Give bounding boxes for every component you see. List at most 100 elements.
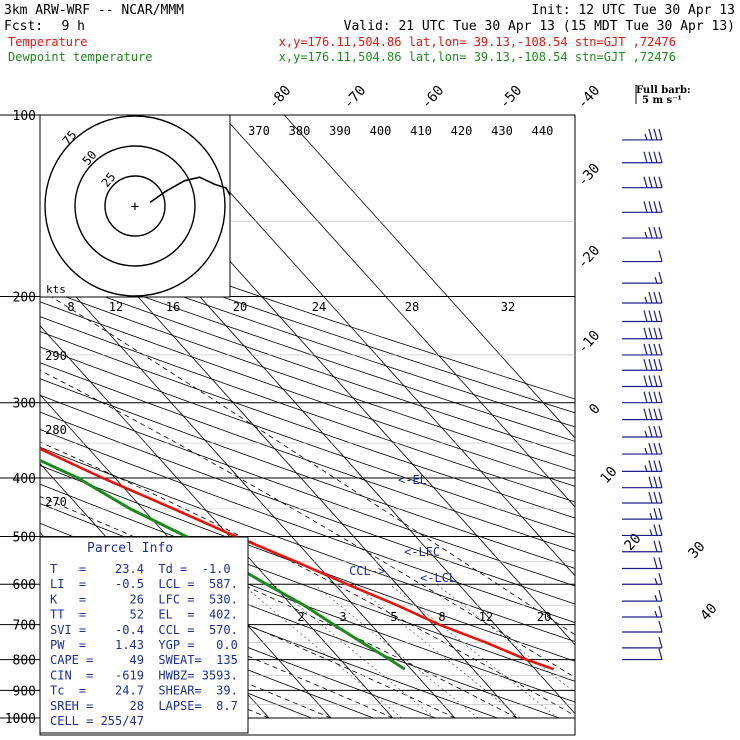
parcel-info-row: T = 23.4 Td = -1.0 bbox=[50, 562, 231, 576]
upper-temp-label: 20 bbox=[233, 300, 247, 314]
isotherm-label: -50 bbox=[497, 83, 526, 113]
wind-barb bbox=[622, 605, 663, 618]
theta-e-label: 400 bbox=[370, 124, 392, 138]
parcel-info-row: CAPE = 49 SWEAT= 135 bbox=[50, 653, 238, 667]
mixing-ratio-labels: 2 3 5 8 12 20 bbox=[297, 610, 551, 624]
wind-barb bbox=[622, 620, 663, 633]
upper-temp-label: 28 bbox=[405, 300, 419, 314]
forecast-label: Fcst: bbox=[4, 19, 43, 34]
model-title: 3km ARW-WRF -- NCAR/MMM bbox=[4, 3, 184, 18]
upper-temp-label: 12 bbox=[109, 300, 123, 314]
isotherm-label: -70 bbox=[341, 83, 370, 113]
hodograph-ring-50 bbox=[74, 145, 196, 267]
hodograph-ring-75 bbox=[44, 115, 226, 297]
wind-barb bbox=[622, 291, 663, 304]
upper-temp-label: 8 bbox=[67, 300, 74, 314]
pressure-tick-label: 300 bbox=[13, 397, 36, 412]
theta-e-label: 390 bbox=[329, 124, 351, 138]
hodograph-trace bbox=[149, 176, 231, 204]
theta-side-label: 280 bbox=[45, 423, 67, 437]
theta-e-label: 380 bbox=[289, 124, 311, 138]
pressure-tick-label: 100 bbox=[13, 109, 36, 124]
theta-e-labels: 370 380 390 400 410 420 430 440 bbox=[248, 124, 553, 138]
isotherm-label: 40 bbox=[697, 601, 720, 624]
parcel-info-row: CIN = -619 HWBZ= 3593. bbox=[50, 668, 238, 682]
hodograph-ring-25 bbox=[104, 175, 166, 237]
isotherm-label: -60 bbox=[419, 83, 448, 113]
pressure-tick-label: 200 bbox=[13, 291, 36, 306]
mixing-ratio-label: 12 bbox=[479, 610, 493, 624]
pressure-tick-label: 500 bbox=[13, 530, 36, 545]
isotherm-line bbox=[284, 115, 575, 439]
pressure-tick-label: 900 bbox=[13, 684, 36, 699]
parcel-info-title: Parcel Info bbox=[87, 541, 173, 556]
barb-legend-line1: Full barb: bbox=[636, 85, 691, 96]
parcel-info-row: TT = 52 EL = 402. bbox=[50, 608, 238, 622]
wind-barb bbox=[622, 648, 663, 661]
isotherm-label: 0 bbox=[586, 401, 604, 418]
wind-barb bbox=[622, 408, 663, 421]
wind-barb bbox=[622, 524, 663, 537]
kts-label: kts bbox=[46, 283, 66, 296]
wind-barb bbox=[622, 476, 663, 489]
isotherm-line bbox=[40, 256, 456, 719]
wind-barb bbox=[622, 508, 663, 520]
isotherm-label: 20 bbox=[621, 531, 644, 554]
pressure-axis: 100 200 300 400 500 600 700 800 900 1000 bbox=[5, 109, 36, 727]
pressure-tick-label: 700 bbox=[13, 619, 36, 634]
temperature-legend: Temperature bbox=[8, 35, 87, 49]
theta-side-label: 290 bbox=[45, 349, 67, 363]
parcel-info-row: PW = 1.43 YGP = 0.0 bbox=[50, 638, 238, 652]
parcel-info-row: K = 26 LFC = 530. bbox=[50, 592, 238, 606]
wind-barb bbox=[622, 573, 663, 585]
level-markers: <-EL <-LFC CCL-> <-LCL bbox=[349, 473, 456, 585]
wind-barb bbox=[622, 636, 663, 649]
wind-barb bbox=[622, 343, 663, 356]
dewpoint-station-info: x,y=176.11,504.86 lat,lon= 39.13,-108.54… bbox=[279, 50, 676, 64]
dewpoint-legend: Dewpoint temperature bbox=[8, 50, 153, 64]
wind-barb bbox=[622, 128, 663, 141]
ccl-marker: CCL-> bbox=[349, 564, 385, 578]
theta-e-label: 440 bbox=[532, 124, 554, 138]
isotherm-labels: -80 -70 -60 -50 -40 -30 -20 -10 0 10 20 30 40 bbox=[266, 83, 721, 624]
parcel-info-row: SVI = -0.4 CCL = 570. bbox=[50, 623, 238, 637]
mixing-ratio-label: 3 bbox=[339, 610, 346, 624]
isotherm-line bbox=[222, 115, 575, 508]
isotherm-label: -80 bbox=[266, 83, 295, 113]
wind-barb bbox=[622, 271, 663, 284]
wind-barb bbox=[622, 327, 663, 340]
moist-adiabat-line bbox=[40, 597, 332, 719]
wind-barb bbox=[622, 310, 663, 323]
header: 3km ARW-WRF -- NCAR/MMM Init: 12 UTC Tue… bbox=[4, 3, 735, 64]
theta-e-label: 430 bbox=[491, 124, 513, 138]
wind-barbs bbox=[622, 128, 663, 661]
mixing-ratio-label: 20 bbox=[537, 610, 551, 624]
barb-legend: Full barb: 5 m s⁻¹ bbox=[635, 85, 691, 106]
isotherm-label: 10 bbox=[597, 464, 620, 487]
temperature-profile bbox=[40, 447, 555, 671]
mixing-ratio-line bbox=[436, 583, 575, 693]
pressure-tick-label: 400 bbox=[13, 472, 36, 487]
wind-barb bbox=[622, 460, 663, 473]
wind-barb bbox=[622, 425, 663, 438]
wind-barb bbox=[622, 557, 663, 570]
wind-barb bbox=[622, 201, 663, 213]
valid-time: Valid: 21 UTC Tue 30 Apr 13 (15 MDT Tue … bbox=[344, 19, 735, 34]
wind-barb bbox=[622, 250, 663, 263]
isotherm-line bbox=[40, 325, 394, 719]
pressure-tick-label: 1000 bbox=[5, 712, 36, 727]
wind-barb bbox=[622, 176, 663, 189]
parcel-info-row: Tc = 24.7 SHEAR= 39. bbox=[50, 684, 238, 698]
isotherm-label: -40 bbox=[575, 83, 604, 113]
wind-barb bbox=[622, 375, 663, 388]
parcel-info-box: Parcel Info T = 23.4 Td = -1.0LI = -0.5 … bbox=[39, 536, 249, 734]
isotherm-label: -20 bbox=[575, 243, 604, 273]
wind-barb bbox=[622, 442, 663, 455]
wind-barb bbox=[622, 226, 663, 239]
upper-temp-label: 24 bbox=[312, 300, 326, 314]
moist-adiabat-line bbox=[40, 441, 575, 717]
forecast-hour: 9 h bbox=[62, 19, 85, 34]
parcel-info-row: LI = -0.5 LCL = 587. bbox=[50, 577, 238, 591]
wind-barb bbox=[622, 540, 663, 553]
